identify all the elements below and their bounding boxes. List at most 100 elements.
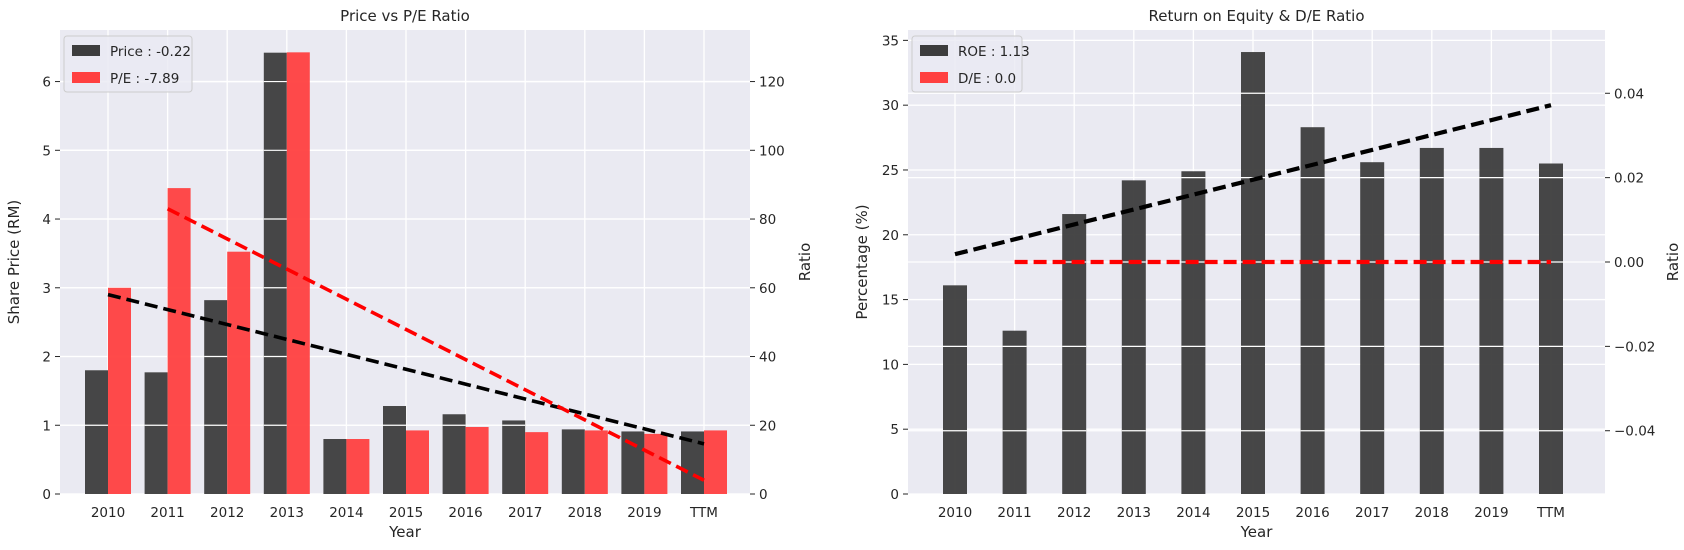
price-pe-y-axis-label: Share Price (RM) (5, 200, 23, 324)
x-tick-label: 2011 (150, 505, 184, 521)
y-tick-label: 5 (890, 422, 899, 438)
y-tick-label: 30 (882, 98, 899, 114)
legend-label-roe: ROE : 1.13 (958, 44, 1030, 60)
bar-pe (406, 430, 429, 494)
bar-roe (1181, 171, 1206, 494)
roe-de-right-axis-label: Ratio (1664, 243, 1682, 282)
x-tick-label: 2010 (91, 505, 125, 521)
trendline-primary (954, 103, 1552, 257)
bar-price (263, 52, 287, 494)
bar-pe (346, 439, 370, 494)
y-tick-label: 5 (42, 143, 51, 159)
x-tick-label: 2010 (938, 505, 972, 521)
bar-price (383, 406, 406, 494)
legend-label-de: D/E : 0.0 (958, 71, 1016, 87)
roe-de-x-axis-label: Year (1240, 523, 1274, 541)
x-tick-label: 2014 (1176, 505, 1210, 521)
bar-pe (704, 430, 727, 494)
bar-pe (108, 287, 131, 494)
x-tick-label: 2019 (1474, 505, 1508, 521)
roe-de-trendlines (954, 103, 1552, 265)
right-y-tick-label: 80 (759, 212, 776, 228)
bar-price (442, 414, 466, 494)
right-y-tick-label: −0.02 (1614, 339, 1655, 355)
y-tick-label: 25 (882, 163, 899, 179)
x-tick-label: 2016 (1295, 505, 1329, 521)
bar-roe (1419, 147, 1444, 494)
bar-roe (1479, 147, 1504, 494)
bar-pe (644, 433, 668, 494)
bar-roe (1300, 127, 1325, 495)
x-tick-label: 2017 (508, 505, 542, 521)
y-tick-label: 4 (42, 212, 51, 228)
price-pe-x-axis-label: Year (388, 523, 422, 541)
y-tick-label: 15 (882, 293, 899, 309)
y-tick-label: 6 (42, 75, 51, 91)
right-y-tick-label: 0.02 (1614, 171, 1644, 187)
right-y-tick-label: 100 (759, 143, 785, 159)
bar-price (681, 431, 704, 494)
bar-price (561, 429, 585, 494)
trendline-secondary (166, 207, 705, 482)
trendline-primary (107, 292, 705, 446)
y-tick-label: 10 (882, 357, 899, 373)
bar-price (621, 431, 645, 494)
price-pe-right-axis-label: Ratio (796, 243, 814, 282)
roe-de-chart: 2010 2011 2012 2013 2014 2015 2016 2017 2018 2019… (853, 7, 1682, 541)
bar-pe (525, 432, 549, 494)
legend-label-pe: P/E : -7.89 (110, 71, 179, 87)
y-tick-label: 0 (42, 487, 51, 503)
price-pe-trendlines (107, 207, 705, 482)
bar-roe (1121, 180, 1146, 494)
right-y-tick-label: 0.04 (1614, 86, 1644, 102)
legend-swatch-de (920, 72, 948, 83)
right-y-tick-label: 120 (759, 75, 785, 91)
x-tick-label: 2018 (1415, 505, 1449, 521)
x-tick-label: TTM (689, 505, 718, 521)
bar-roe (1002, 330, 1027, 494)
x-tick-label: 2019 (627, 505, 661, 521)
price-pe-ticks: 2010 2011 2012 2013 2014 2015 2016 2017 2018 2019… (42, 75, 784, 521)
right-y-tick-label: 0.00 (1614, 255, 1644, 271)
legend-swatch-roe (920, 45, 948, 56)
x-tick-label: 2016 (448, 505, 482, 521)
legend-swatch-price (72, 45, 100, 56)
price-pe-chart-title: Price vs P/E Ratio (340, 7, 470, 25)
bar-price (204, 300, 228, 494)
bar-roe (1062, 214, 1087, 495)
y-tick-label: 1 (42, 418, 51, 434)
roe-de-bars (943, 52, 1563, 495)
bar-price (144, 372, 168, 494)
bar-roe (1360, 162, 1385, 494)
x-tick-label: 2013 (270, 505, 304, 521)
bar-pe (465, 426, 489, 494)
bar-price (323, 439, 347, 494)
x-tick-label: 2018 (568, 505, 602, 521)
x-tick-label: 2015 (389, 505, 423, 521)
y-tick-label: 2 (42, 350, 51, 366)
x-tick-label: 2014 (329, 505, 363, 521)
right-y-tick-label: 60 (759, 281, 776, 297)
price-pe-bars (85, 52, 727, 495)
x-tick-label: 2012 (1057, 505, 1091, 521)
x-tick-label: 2011 (997, 505, 1031, 521)
x-tick-label: 2012 (210, 505, 244, 521)
price-pe-legend: Price : -0.22 P/E : -7.89 (63, 35, 193, 93)
bar-roe (1241, 52, 1265, 495)
y-tick-label: 35 (882, 33, 899, 49)
roe-de-y-axis-label: Percentage (%) (853, 204, 871, 319)
x-tick-label: 2017 (1355, 505, 1389, 521)
roe-de-legend: ROE : 1.13 D/E : 0.0 (911, 35, 1030, 93)
legend-swatch-pe (72, 72, 100, 83)
right-y-tick-label: −0.04 (1614, 424, 1655, 440)
x-tick-label: TTM (1536, 505, 1565, 521)
legend-label-price: Price : -0.22 (110, 44, 191, 60)
bar-roe (1539, 163, 1563, 495)
y-tick-label: 0 (890, 487, 899, 503)
bar-overlay-gridlines (85, 80, 526, 426)
x-tick-label: 2013 (1117, 505, 1151, 521)
bar-pe (167, 188, 191, 494)
bar-price (502, 420, 526, 494)
y-tick-label: 3 (42, 281, 51, 297)
